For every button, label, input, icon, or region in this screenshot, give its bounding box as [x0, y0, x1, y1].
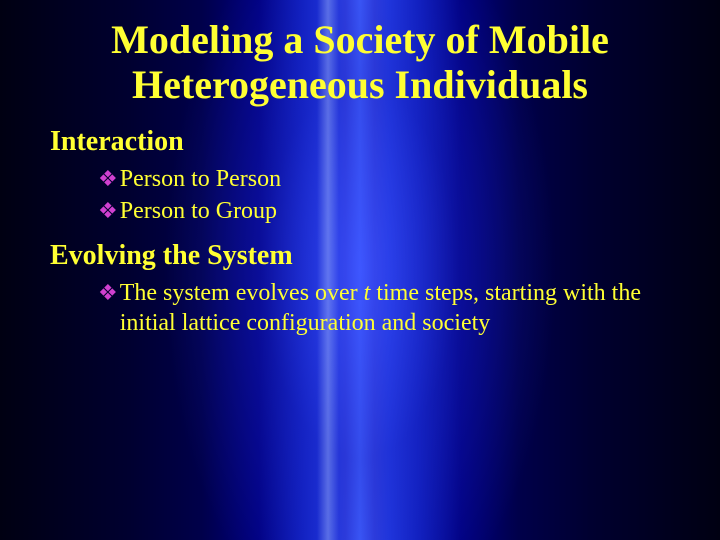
title-line-1: Modeling a Society of Mobile: [111, 17, 609, 62]
list-item: ❖ Person to Group: [98, 196, 670, 226]
diamond-bullet-icon: ❖: [98, 196, 118, 226]
diamond-bullet-icon: ❖: [98, 278, 118, 308]
bullet-text-pre: The system evolves over: [120, 280, 364, 306]
title-line-2: Heterogeneous Individuals: [132, 62, 588, 107]
list-item: ❖ The system evolves over t time steps, …: [98, 278, 670, 338]
bullet-text: Person to Group: [120, 196, 277, 226]
bullet-list-evolving: ❖ The system evolves over t time steps, …: [98, 278, 670, 338]
bullet-text: Person to Person: [120, 164, 281, 194]
diamond-bullet-icon: ❖: [98, 164, 118, 194]
section-heading-interaction: Interaction: [50, 126, 670, 158]
slide: Modeling a Society of Mobile Heterogeneo…: [0, 0, 720, 540]
bullet-text: The system evolves over t time steps, st…: [120, 278, 670, 338]
section-heading-evolving: Evolving the System: [50, 240, 670, 272]
slide-title: Modeling a Society of Mobile Heterogeneo…: [50, 18, 670, 108]
bullet-list-interaction: ❖ Person to Person ❖ Person to Group: [98, 164, 670, 226]
list-item: ❖ Person to Person: [98, 164, 670, 194]
